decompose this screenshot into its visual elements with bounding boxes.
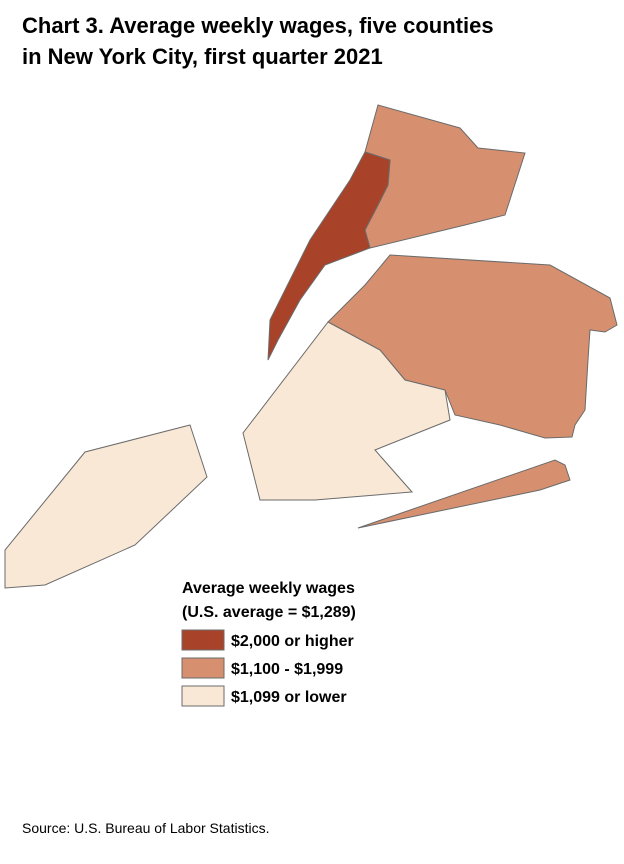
- county-brooklyn: [242, 321, 451, 501]
- legend: $2,000 or higher $1,100 - $1,999 $1,099 or…: [181, 629, 354, 707]
- legend-swatch: [181, 685, 225, 707]
- legend-label: $1,100 - $1,999: [231, 661, 343, 678]
- source: Source: U.S. Bureau of Labor Statistics.: [22, 820, 269, 836]
- legend-title: Average weekly wages: [182, 580, 355, 597]
- title-line: Chart 3. Average weekly wages, five coun…: [22, 13, 494, 38]
- legend-swatch: [181, 629, 225, 651]
- legend-swatch: [181, 657, 225, 679]
- legend-label: $2,000 or higher: [231, 633, 354, 650]
- title-line: in New York City, first quarter 2021: [22, 44, 383, 69]
- county-manhattan: [267, 151, 391, 361]
- county-rockaway: [357, 459, 571, 529]
- legend-title: (U.S. average = $1,289): [182, 604, 356, 621]
- legend-label: $1,099 or lower: [231, 689, 347, 706]
- county-staten-island: [4, 424, 208, 589]
